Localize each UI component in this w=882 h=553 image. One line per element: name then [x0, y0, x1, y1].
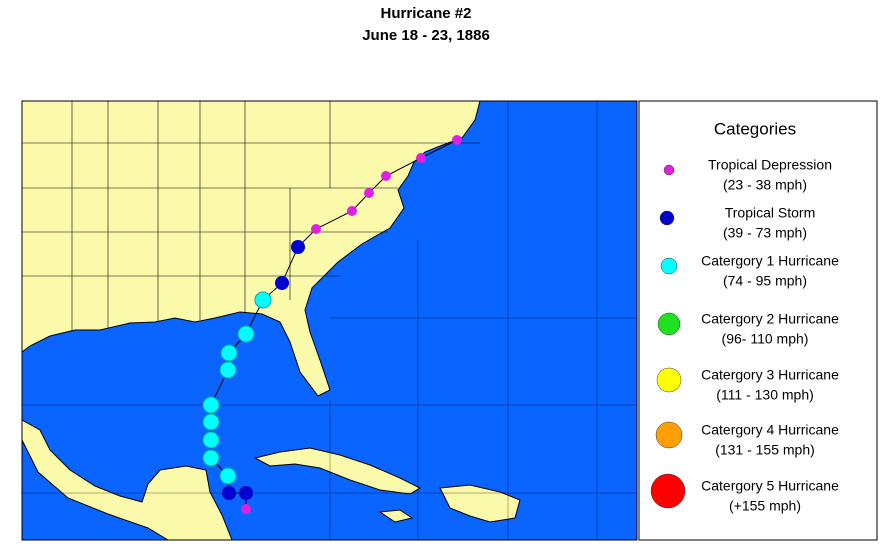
legend-range: (39 - 73 mph) [723, 225, 807, 241]
legend-name: Tropical Depression [708, 157, 832, 173]
track-points [202, 135, 462, 514]
legend-symbol [656, 367, 682, 393]
legend-symbol [657, 312, 681, 336]
legend: Tropical Depression (23 - 38 mph) Tropical… [650, 157, 839, 514]
legend-symbol [660, 257, 678, 275]
legend-range: (96- 110 mph) [722, 331, 809, 347]
legend-name: Catergory 5 Hurricane [701, 478, 839, 494]
legend-name: Catergory 3 Hurricane [701, 367, 839, 383]
cuba [253, 447, 422, 495]
grid [22, 101, 637, 540]
legend-range: (74 - 95 mph) [723, 273, 807, 289]
subtitle: June 18 - 23, 1886 [362, 27, 490, 44]
legend-name: Tropical Storm [725, 205, 816, 221]
legend-name: Catergory 4 Hurricane [701, 422, 839, 438]
legend-symbol [655, 421, 683, 449]
jamaica [378, 509, 414, 523]
legend-symbol [663, 164, 675, 176]
legend-range: (131 - 155 mph) [715, 442, 815, 458]
legend-name: Catergory 1 Hurricane [701, 253, 839, 269]
depression-points [241, 135, 462, 514]
storm-points [222, 240, 305, 500]
legend-symbol [659, 210, 675, 226]
title: Hurricane #2 [381, 5, 472, 22]
mexico [21, 419, 233, 541]
hurricane-points [202, 291, 272, 485]
map [21, 100, 638, 541]
legend-range: (+155 mph) [729, 498, 801, 514]
legend-range: (111 - 130 mph) [716, 387, 814, 403]
borders [22, 101, 480, 332]
legend-name: Catergory 2 Hurricane [701, 311, 839, 327]
legend-title: Categories [714, 119, 796, 138]
legend-range: (23 - 38 mph) [723, 177, 807, 193]
legend-symbol [650, 473, 686, 509]
hispaniola [439, 484, 521, 523]
